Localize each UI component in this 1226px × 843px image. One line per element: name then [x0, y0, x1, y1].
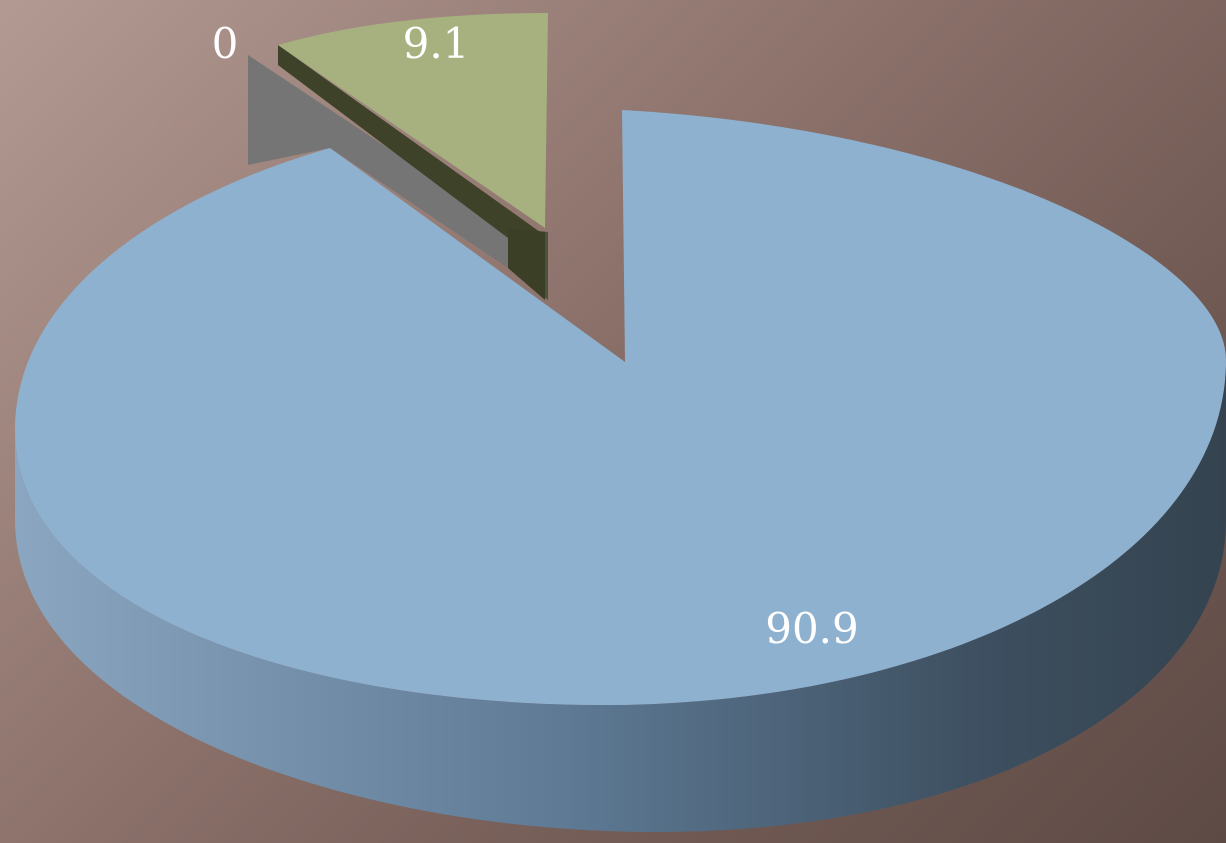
slice-9-1-wall [508, 228, 545, 300]
slice-9-1-top [278, 13, 548, 228]
data-label-90-9: 90.9 [765, 604, 859, 653]
slice-90-9-top [15, 110, 1226, 706]
slice-90-9-side [15, 360, 1226, 833]
data-label-9-1: 9.1 [403, 19, 470, 68]
slice-9-1-side [278, 45, 540, 238]
data-label-0: 0 [212, 19, 239, 68]
slice-0-side [248, 55, 508, 268]
